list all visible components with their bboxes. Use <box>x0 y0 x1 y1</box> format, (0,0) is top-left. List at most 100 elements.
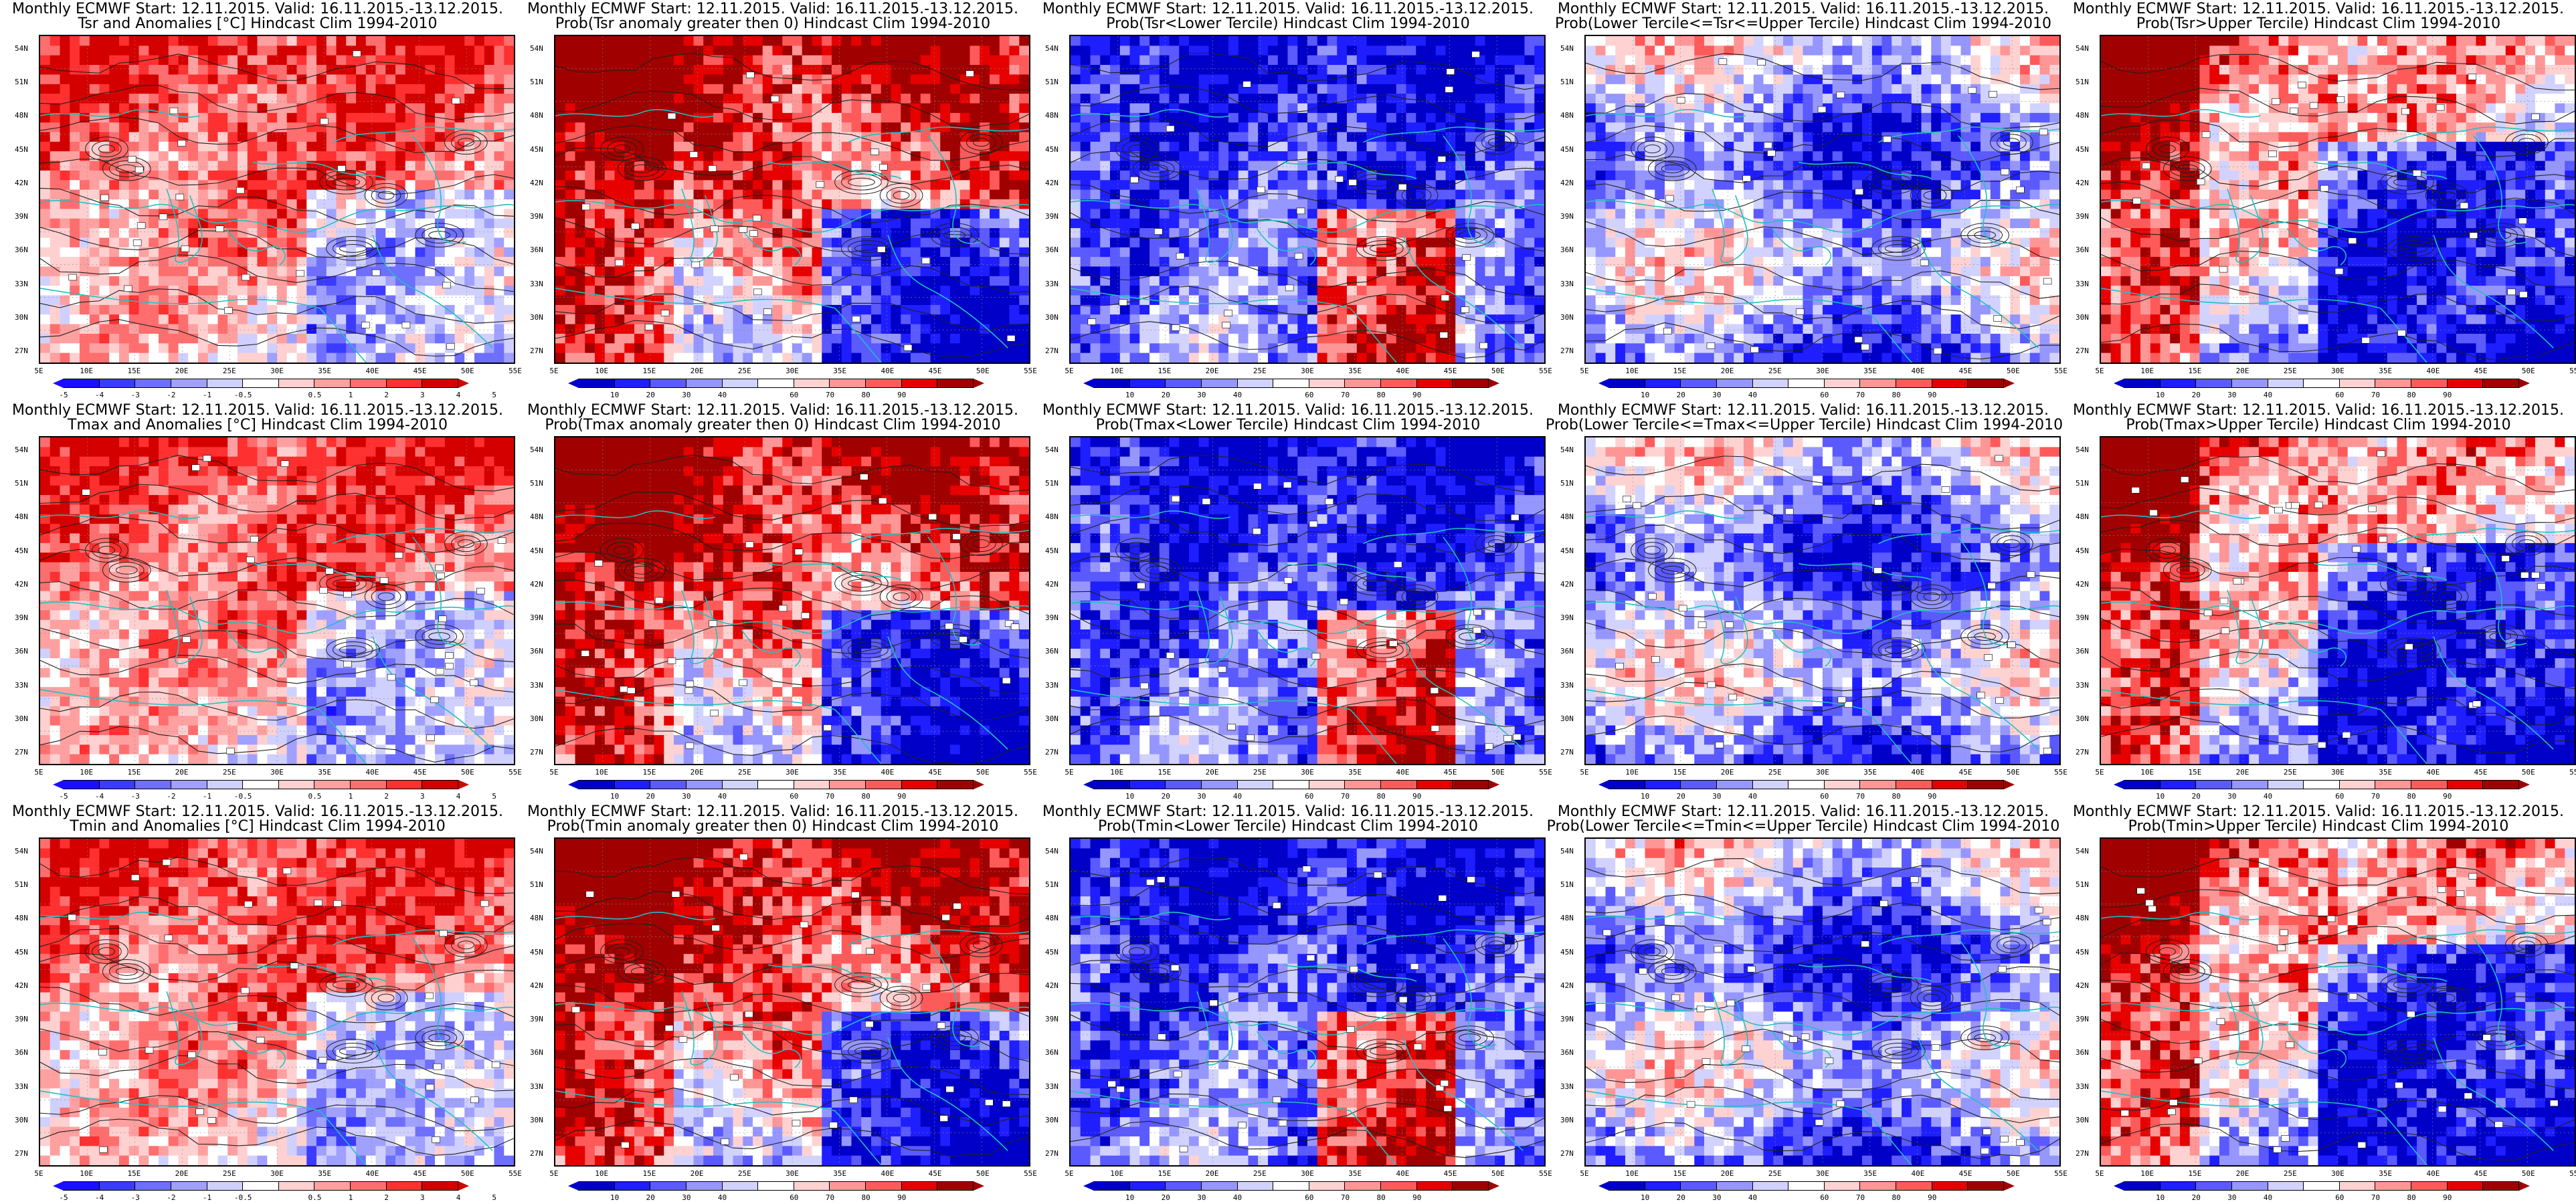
lon-tick-label: 30E <box>786 1169 799 1178</box>
lon-tick-label: 20E <box>691 367 704 375</box>
lat-tick-label: 48N <box>530 914 543 922</box>
colorbar-tick-label: 10 <box>1641 792 1649 801</box>
lon-tick-label: 50E <box>2522 768 2535 777</box>
lat-tick-label: 51N <box>2076 479 2089 488</box>
colorbar-swatch <box>350 1181 387 1191</box>
lon-tick-label: 55E <box>509 768 522 777</box>
map-field <box>40 36 514 363</box>
colorbar-swatch <box>1273 379 1309 388</box>
lat-tick-label: 51N <box>2076 880 2089 889</box>
lat-tick-label: 51N <box>2076 78 2089 86</box>
lat-tick-label: 45N <box>1560 145 1574 154</box>
panel-title-line2: Tmax and Anomalies [°C] Hindcast Clim 19… <box>0 417 515 433</box>
colorbar-tick-label: 20 <box>1162 792 1170 801</box>
lon-tick-label: 5E <box>34 1169 43 1178</box>
colorbar-min-arrow <box>1083 379 1094 388</box>
colorbar-tick-label: 30 <box>682 1193 691 1202</box>
lon-tick-label: 30E <box>1301 1169 1314 1178</box>
lat-tick-label: 33N <box>1045 1082 1059 1091</box>
lat-tick-label: 39N <box>1045 1015 1059 1023</box>
colorbar-swatch <box>1236 780 1274 789</box>
lat-tick-label: 36N <box>530 647 543 656</box>
map-frame <box>554 35 1030 364</box>
colorbar-swatch <box>314 780 351 789</box>
colorbar-swatch <box>2482 780 2520 789</box>
colorbar <box>2124 1181 2520 1191</box>
lon-tick-label: 45E <box>929 1169 942 1178</box>
panel-tmin-2: Monthly ECMWF Start: 12.11.2015. Valid: … <box>515 803 1037 1204</box>
colorbar-tick-label: 4 <box>456 792 461 801</box>
colorbar-swatch <box>2338 379 2376 388</box>
lon-tick-label: 10E <box>1110 768 1123 777</box>
lon-tick-label: 35E <box>1348 1169 1362 1178</box>
lat-tick-label: 33N <box>1560 681 1574 690</box>
colorbar-tick-label: 20 <box>1162 1193 1170 1202</box>
lat-tick-label: 33N <box>1560 1082 1574 1091</box>
panel-title-line1: Monthly ECMWF Start: 12.11.2015. Valid: … <box>1030 403 1546 419</box>
lat-tick-label: 48N <box>530 111 543 120</box>
colorbar-tick-label: 20 <box>646 1193 655 1202</box>
colorbar-swatch <box>1236 379 1274 388</box>
lon-tick-label: 25E <box>1768 367 1782 375</box>
colorbar-tick-label: 80 <box>1376 1193 1385 1202</box>
panel-title-line1: Monthly ECMWF Start: 12.11.2015. Valid: … <box>515 403 1030 419</box>
lon-tick-label: 25E <box>223 367 236 375</box>
colorbar-tick-label: 90 <box>1412 1193 1421 1202</box>
map-frame <box>1069 35 1546 364</box>
lat-tick-label: 27N <box>1560 748 1574 757</box>
lat-tick-label: 36N <box>15 647 28 656</box>
lat-tick-label: 42N <box>530 179 543 187</box>
map-field <box>2101 36 2575 363</box>
lat-tick-label: 39N <box>1560 212 1574 221</box>
colorbar-swatch <box>2159 379 2197 388</box>
colorbar <box>1093 780 1489 789</box>
colorbar-swatch <box>278 780 315 789</box>
lat-tick-label: 33N <box>15 280 28 288</box>
lon-tick-label: 15E <box>1158 768 1171 777</box>
lon-tick-label: 55E <box>509 367 522 375</box>
colorbar-swatch <box>901 1181 938 1191</box>
lon-tick-label: 15E <box>2188 367 2201 375</box>
panel-title-line2: Prob(Tmin>Upper Tercile) Hindcast Clim 1… <box>2061 819 2576 835</box>
lon-tick-label: 10E <box>2140 768 2154 777</box>
lon-tick-label: 20E <box>2236 367 2249 375</box>
colorbar-swatch <box>2375 780 2412 789</box>
lat-tick-label: 45N <box>530 145 543 154</box>
colorbar-min-arrow <box>568 379 579 388</box>
colorbar-max-arrow <box>2519 379 2530 388</box>
colorbar-swatch <box>1308 1181 1346 1191</box>
colorbar-swatch <box>2267 379 2304 388</box>
colorbar-tick-label: 20 <box>1677 792 1685 801</box>
lon-tick-label: 15E <box>1673 367 1686 375</box>
panel-title-line2: Prob(Tmin anomaly greater then 0) Hindca… <box>515 819 1030 835</box>
colorbar-max-arrow <box>1489 379 1499 388</box>
colorbar-min-arrow <box>2114 1181 2124 1191</box>
lon-tick-label: 45E <box>2474 768 2488 777</box>
lat-tick-label: 51N <box>1560 78 1574 86</box>
lon-tick-label: 25E <box>223 1169 236 1178</box>
panel-tsr-3: Monthly ECMWF Start: 12.11.2015. Valid: … <box>1030 0 1552 401</box>
colorbar-swatch <box>614 1181 651 1191</box>
colorbar-swatch <box>1788 780 1825 789</box>
lon-tick-label: 50E <box>2007 768 2020 777</box>
panel-title-line1: Monthly ECMWF Start: 12.11.2015. Valid: … <box>0 1 515 17</box>
lat-tick-label: 54N <box>1560 847 1574 856</box>
colorbar-swatch <box>2411 780 2448 789</box>
colorbar-swatch <box>614 379 651 388</box>
lon-tick-label: 55E <box>509 1169 522 1178</box>
lat-tick-label: 54N <box>1560 445 1574 454</box>
lon-tick-label: 45E <box>929 768 942 777</box>
panel-title-line1: Monthly ECMWF Start: 12.11.2015. Valid: … <box>0 804 515 820</box>
colorbar-swatch <box>278 1181 315 1191</box>
colorbar-tick-label: 90 <box>1928 1193 1936 1202</box>
colorbar-tick-label: 60 <box>1305 391 1313 399</box>
lon-tick-label: 30E <box>1301 768 1314 777</box>
lon-tick-label: 45E <box>929 367 942 375</box>
map-field <box>2101 839 2575 1165</box>
map-frame <box>2100 837 2576 1167</box>
lon-tick-label: 35E <box>833 1169 846 1178</box>
lat-tick-label: 27N <box>530 346 543 355</box>
lon-tick-label: 40E <box>1396 367 1409 375</box>
lon-tick-label: 55E <box>2569 367 2576 375</box>
colorbar-tick-label: 80 <box>2407 391 2415 399</box>
